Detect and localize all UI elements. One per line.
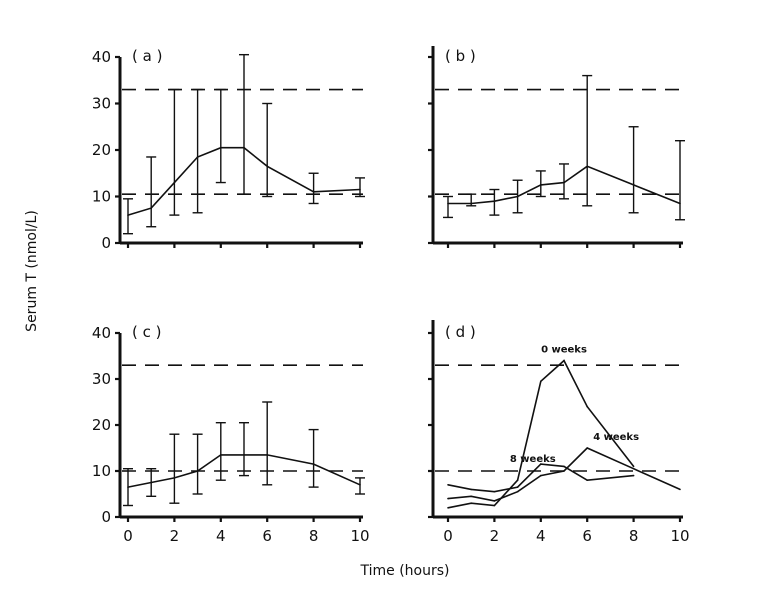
y-tick-label: 30 [92,95,111,113]
x-tick-label: 10 [350,527,369,545]
x-tick-label: 0 [443,527,453,545]
data-point [493,500,496,502]
series-line [447,359,635,509]
data-point [586,479,588,482]
data-point [447,497,449,500]
series-line [447,447,681,502]
data-point [447,484,449,486]
series-annotation: 0 weeks [541,345,587,356]
data-point [493,504,496,507]
data-point [563,465,565,468]
y-tick-label: 20 [92,416,111,434]
data-point [540,474,542,477]
data-point [447,507,449,509]
x-tick-label: 8 [629,527,639,545]
series-line [447,463,634,493]
data-point [679,488,681,491]
x-tick-label: 2 [490,527,500,545]
x-tick-label: 2 [170,527,180,545]
data-point [632,465,635,468]
y-tick-label: 10 [92,188,111,206]
x-axis-title: Time (hours) [360,563,450,579]
data-point [470,502,473,505]
data-point [470,488,473,491]
data-point [586,447,588,449]
data-point [632,467,635,470]
panel-label: ( b ) [445,47,476,65]
y-tick-label: 40 [92,48,111,66]
y-tick-label: 0 [101,508,111,526]
x-tick-label: 6 [582,527,592,545]
y-tick-label: 30 [92,370,111,388]
panel-b: ( b ) [428,46,685,248]
data-point [632,474,635,477]
x-tick-label: 6 [262,527,272,545]
data-point [563,359,565,362]
x-tick-label: 4 [216,527,226,545]
x-tick-label: 8 [309,527,319,545]
data-point [493,490,496,493]
y-tick-label: 20 [92,141,111,159]
y-tick-label: 40 [92,324,111,342]
data-point [563,470,565,472]
panel-c: 0 10 20 30 40 0 2 4 6 8 10 ( c ) [92,323,370,545]
panel-label: ( d ) [445,323,476,341]
data-point [540,463,542,465]
x-tick-label: 4 [536,527,546,545]
data-point [516,479,519,482]
data-point [516,490,519,493]
panel-a: 0 10 20 30 40 ( a ) [92,47,365,252]
y-axis-title: Serum T (nmol/L) [24,210,40,332]
panel-label: ( a ) [132,47,162,65]
y-tick-label: 0 [101,234,111,252]
panel-label: ( c ) [132,323,162,341]
data-point [516,486,519,488]
series-annotation: 8 weeks [510,454,556,465]
x-tick-label: 10 [670,527,689,545]
data-point [586,405,588,408]
data-point [470,495,473,498]
series-annotation: 4 weeks [593,432,639,443]
data-point [540,380,542,383]
panel-d: 0 2 4 6 8 10 ( d ) 0 weeks 4 weeks 8 weeks [428,320,690,545]
x-tick-label: 0 [123,527,133,545]
y-tick-label: 10 [92,462,111,480]
